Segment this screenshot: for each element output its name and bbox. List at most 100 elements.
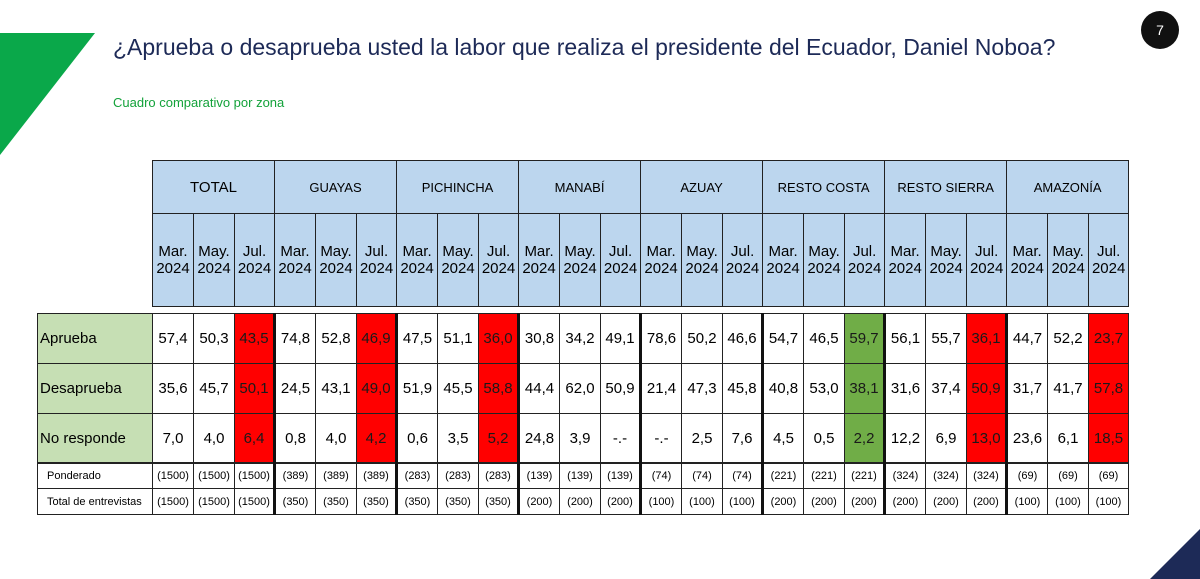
period-header-cell: Mar. 2024 bbox=[274, 213, 317, 307]
count-cell: (200) bbox=[803, 488, 845, 515]
period-year: 2024 bbox=[319, 260, 353, 277]
period-header-cell: Mar. 2024 bbox=[152, 213, 194, 307]
period-month: Jul. bbox=[974, 243, 999, 260]
period-month: Jul. bbox=[730, 243, 755, 260]
value-cell: 51,1 bbox=[437, 313, 479, 364]
zone-header-6: RESTO SIERRA bbox=[884, 160, 1008, 214]
count-cell: (139) bbox=[517, 462, 560, 489]
value-cell: 59,7 bbox=[844, 313, 885, 364]
value-cell: 53,0 bbox=[803, 363, 845, 414]
value-cell: 0,6 bbox=[395, 413, 438, 464]
period-month: May. bbox=[930, 243, 962, 260]
period-month: May. bbox=[320, 243, 352, 260]
value-cell: 57,4 bbox=[152, 313, 194, 364]
value-cell: 57,8 bbox=[1088, 363, 1129, 414]
count-cell: (100) bbox=[681, 488, 723, 515]
period-year: 2024 bbox=[888, 260, 922, 277]
period-header-cell: Jul. 2024 bbox=[233, 213, 276, 307]
period-month: May. bbox=[442, 243, 474, 260]
zone-header-1: GUAYAS bbox=[274, 160, 398, 214]
period-year: 2024 bbox=[278, 260, 312, 277]
period-header-cell: Mar. 2024 bbox=[396, 213, 439, 307]
value-cell: 0,5 bbox=[803, 413, 845, 464]
value-cell: 24,5 bbox=[273, 363, 316, 414]
value-cell: 78,6 bbox=[639, 313, 682, 364]
value-cell: 34,2 bbox=[559, 313, 601, 364]
count-cell: (1500) bbox=[193, 488, 235, 515]
period-year: 2024 bbox=[969, 260, 1004, 277]
count-cell: (1500) bbox=[152, 488, 194, 515]
value-cell: 50,1 bbox=[234, 363, 275, 414]
count-cell: (69) bbox=[1005, 462, 1048, 489]
period-month: Mar. bbox=[1012, 243, 1042, 260]
value-cell: 47,5 bbox=[395, 313, 438, 364]
period-year: 2024 bbox=[156, 260, 190, 277]
period-header-cell: May. 2024 bbox=[803, 213, 846, 307]
value-cell: 2,2 bbox=[844, 413, 885, 464]
value-cell: 4,0 bbox=[193, 413, 235, 464]
period-header-cell: May. 2024 bbox=[193, 213, 235, 307]
count-label: Ponderado bbox=[37, 462, 153, 489]
period-month: May. bbox=[686, 243, 718, 260]
value-cell: 6,1 bbox=[1047, 413, 1089, 464]
value-cell: 30,8 bbox=[517, 313, 560, 364]
period-year: 2024 bbox=[603, 260, 638, 277]
page-subtitle: Cuadro comparativo por zona bbox=[113, 95, 285, 110]
page-number-badge: 7 bbox=[1141, 11, 1179, 49]
table-row: Aprueba 57,4 50,3 43,5 74,8 52,8 46,9 47,5 51,1 3… bbox=[37, 313, 1129, 364]
value-cell: 2,5 bbox=[681, 413, 723, 464]
value-cell: 40,8 bbox=[761, 363, 804, 414]
period-year: 2024 bbox=[400, 260, 434, 277]
count-cell: (350) bbox=[437, 488, 479, 515]
value-cell: 43,5 bbox=[234, 313, 275, 364]
count-row: Ponderado (1500) (1500) (1500) (389) (389) (38… bbox=[37, 462, 1129, 489]
count-cell: (100) bbox=[639, 488, 682, 515]
value-cell: 31,7 bbox=[1005, 363, 1048, 414]
value-cell: 47,3 bbox=[681, 363, 723, 414]
value-cell: 74,8 bbox=[273, 313, 316, 364]
value-cell: 49,1 bbox=[600, 313, 641, 364]
value-cell: 4,2 bbox=[356, 413, 397, 464]
row-label: Aprueba bbox=[37, 313, 153, 364]
period-month: Mar. bbox=[402, 243, 432, 260]
value-cell: -.- bbox=[600, 413, 641, 464]
period-header-cell: Mar. 2024 bbox=[518, 213, 561, 307]
period-year: 2024 bbox=[847, 260, 882, 277]
zone-header-3: MANABÍ bbox=[518, 160, 642, 214]
period-header-cell: Jul. 2024 bbox=[844, 213, 886, 307]
period-month: Jul. bbox=[608, 243, 633, 260]
period-header-cell: May. 2024 bbox=[681, 213, 724, 307]
count-cell: (74) bbox=[639, 462, 682, 489]
period-year: 2024 bbox=[766, 260, 800, 277]
value-cell: 50,2 bbox=[681, 313, 723, 364]
period-header-cell: May. 2024 bbox=[315, 213, 358, 307]
count-cell: (324) bbox=[966, 462, 1007, 489]
count-cell: (389) bbox=[356, 462, 397, 489]
value-cell: 51,9 bbox=[395, 363, 438, 414]
value-cell: 3,5 bbox=[437, 413, 479, 464]
period-month: Jul. bbox=[364, 243, 389, 260]
value-cell: 46,9 bbox=[356, 313, 397, 364]
value-cell: 50,9 bbox=[600, 363, 641, 414]
zone-header-5: RESTO COSTA bbox=[762, 160, 886, 214]
period-month: Mar. bbox=[768, 243, 798, 260]
count-cell: (283) bbox=[395, 462, 438, 489]
period-year: 2024 bbox=[237, 260, 272, 277]
period-month: May. bbox=[564, 243, 596, 260]
count-cell: (350) bbox=[315, 488, 357, 515]
count-cell: (389) bbox=[273, 462, 316, 489]
value-cell: 52,2 bbox=[1047, 313, 1089, 364]
value-cell: 7,0 bbox=[152, 413, 194, 464]
period-year: 2024 bbox=[685, 260, 719, 277]
zone-header-0: TOTAL bbox=[151, 160, 276, 214]
value-cell: 41,7 bbox=[1047, 363, 1089, 414]
value-cell: -.- bbox=[639, 413, 682, 464]
period-year: 2024 bbox=[563, 260, 597, 277]
count-cell: (100) bbox=[1047, 488, 1089, 515]
period-year: 2024 bbox=[644, 260, 678, 277]
count-cell: (1500) bbox=[193, 462, 235, 489]
period-header-cell: Jul. 2024 bbox=[1088, 213, 1130, 307]
period-header-cell: May. 2024 bbox=[559, 213, 602, 307]
count-cell: (200) bbox=[966, 488, 1007, 515]
period-header-cell: Jul. 2024 bbox=[356, 213, 398, 307]
